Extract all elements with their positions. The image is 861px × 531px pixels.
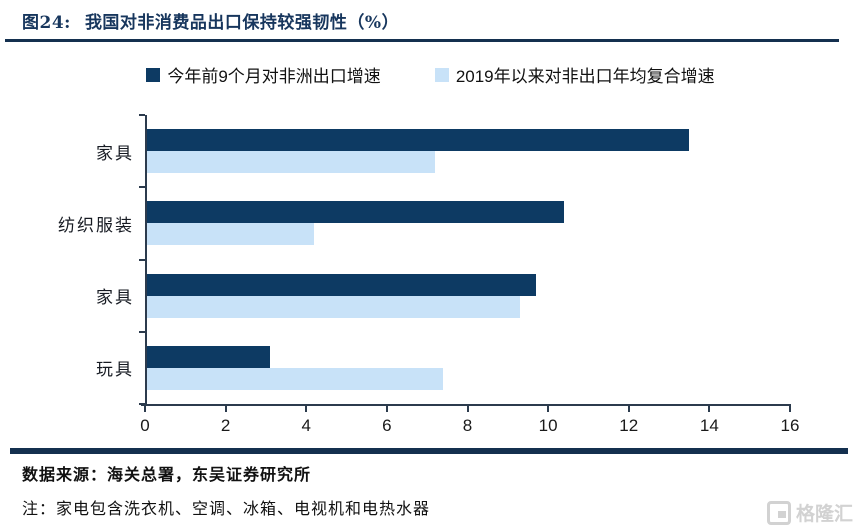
bar-pair [145,345,790,390]
bar-chart-plot: 家具 纺织服装 家具 玩具 [0,115,790,404]
bar-pair [145,129,790,174]
value-axis: 0 2 4 6 8 10 12 14 16 [140,404,799,440]
axis-tick-label: 16 [780,416,800,435]
axis-tick [224,406,227,412]
figure-title-text: 我国对非消费品出口保持较强韧性（%） [84,13,400,33]
bar-group: 家具 [0,115,790,187]
bar-pair [145,273,790,318]
watermark: 格隆汇 [766,499,853,526]
figure-title: 图24: 我国对非消费品出口保持较强韧性（%） [22,8,399,33]
axis-tick [385,406,388,412]
axis-tick-label: 0 [140,416,150,435]
bar [145,367,444,390]
bar [145,345,270,368]
axis-tick-label: 8 [462,416,473,435]
chart-legend: 今年前9个月对非洲出口增速 2019年以来对非出口年均复合增速 [0,62,861,87]
axis-tick-label: 14 [699,416,719,435]
category-label: 家具 [96,143,134,164]
bar-group: 家具 [0,260,790,332]
axis-tick-label: 2 [220,416,231,435]
legend-label: 今年前9个月对非洲出口增速 [167,67,381,86]
axis-tick-label: 10 [538,416,558,435]
figure-number: 图24: [22,13,71,33]
axis-tick [789,406,791,412]
legend-swatch-icon [146,67,161,82]
axis-tick [144,406,146,412]
title-divider [5,39,839,42]
bar [145,295,520,318]
bar-group: 纺织服装 [0,187,790,259]
axis-tick [305,406,308,412]
footnote-text: 注：家电包含洗衣机、空调、冰箱、电视机和电热水器 [22,499,431,518]
legend-item-series-2: 2019年以来对非出口年均复合增速 [434,62,715,87]
legend-swatch-icon [434,67,449,82]
category-axis-line [145,115,147,406]
axis-tick [627,406,630,412]
legend-label: 2019年以来对非出口年均复合增速 [455,67,715,86]
bar [145,201,565,224]
category-label: 家具 [96,288,134,309]
axis-tick-label: 4 [301,416,311,435]
axis-tick-label: 12 [619,416,639,435]
bar-group: 玩具 [0,332,790,404]
bar [145,273,537,296]
axis-tick [708,406,711,412]
axis-tick [139,330,145,333]
footer-divider [10,448,848,454]
bar [145,151,436,174]
bar [145,223,315,246]
axis-tick [466,406,469,412]
axis-tick [139,258,145,261]
axis-tick [139,114,145,116]
category-label: 纺织服装 [58,215,134,236]
gelonghui-logo-icon [766,500,791,525]
axis-tick [139,186,145,189]
legend-item-series-1: 今年前9个月对非洲出口增速 [146,62,381,87]
value-axis-line [141,404,791,406]
axis-tick-label: 6 [382,416,392,435]
bar-pair [145,201,790,246]
watermark-label: 格隆汇 [795,504,853,525]
bar [145,129,690,152]
category-label: 玩具 [96,360,134,381]
data-source-text: 数据来源：海关总署，东吴证券研究所 [22,465,312,484]
axis-tick [547,406,550,412]
